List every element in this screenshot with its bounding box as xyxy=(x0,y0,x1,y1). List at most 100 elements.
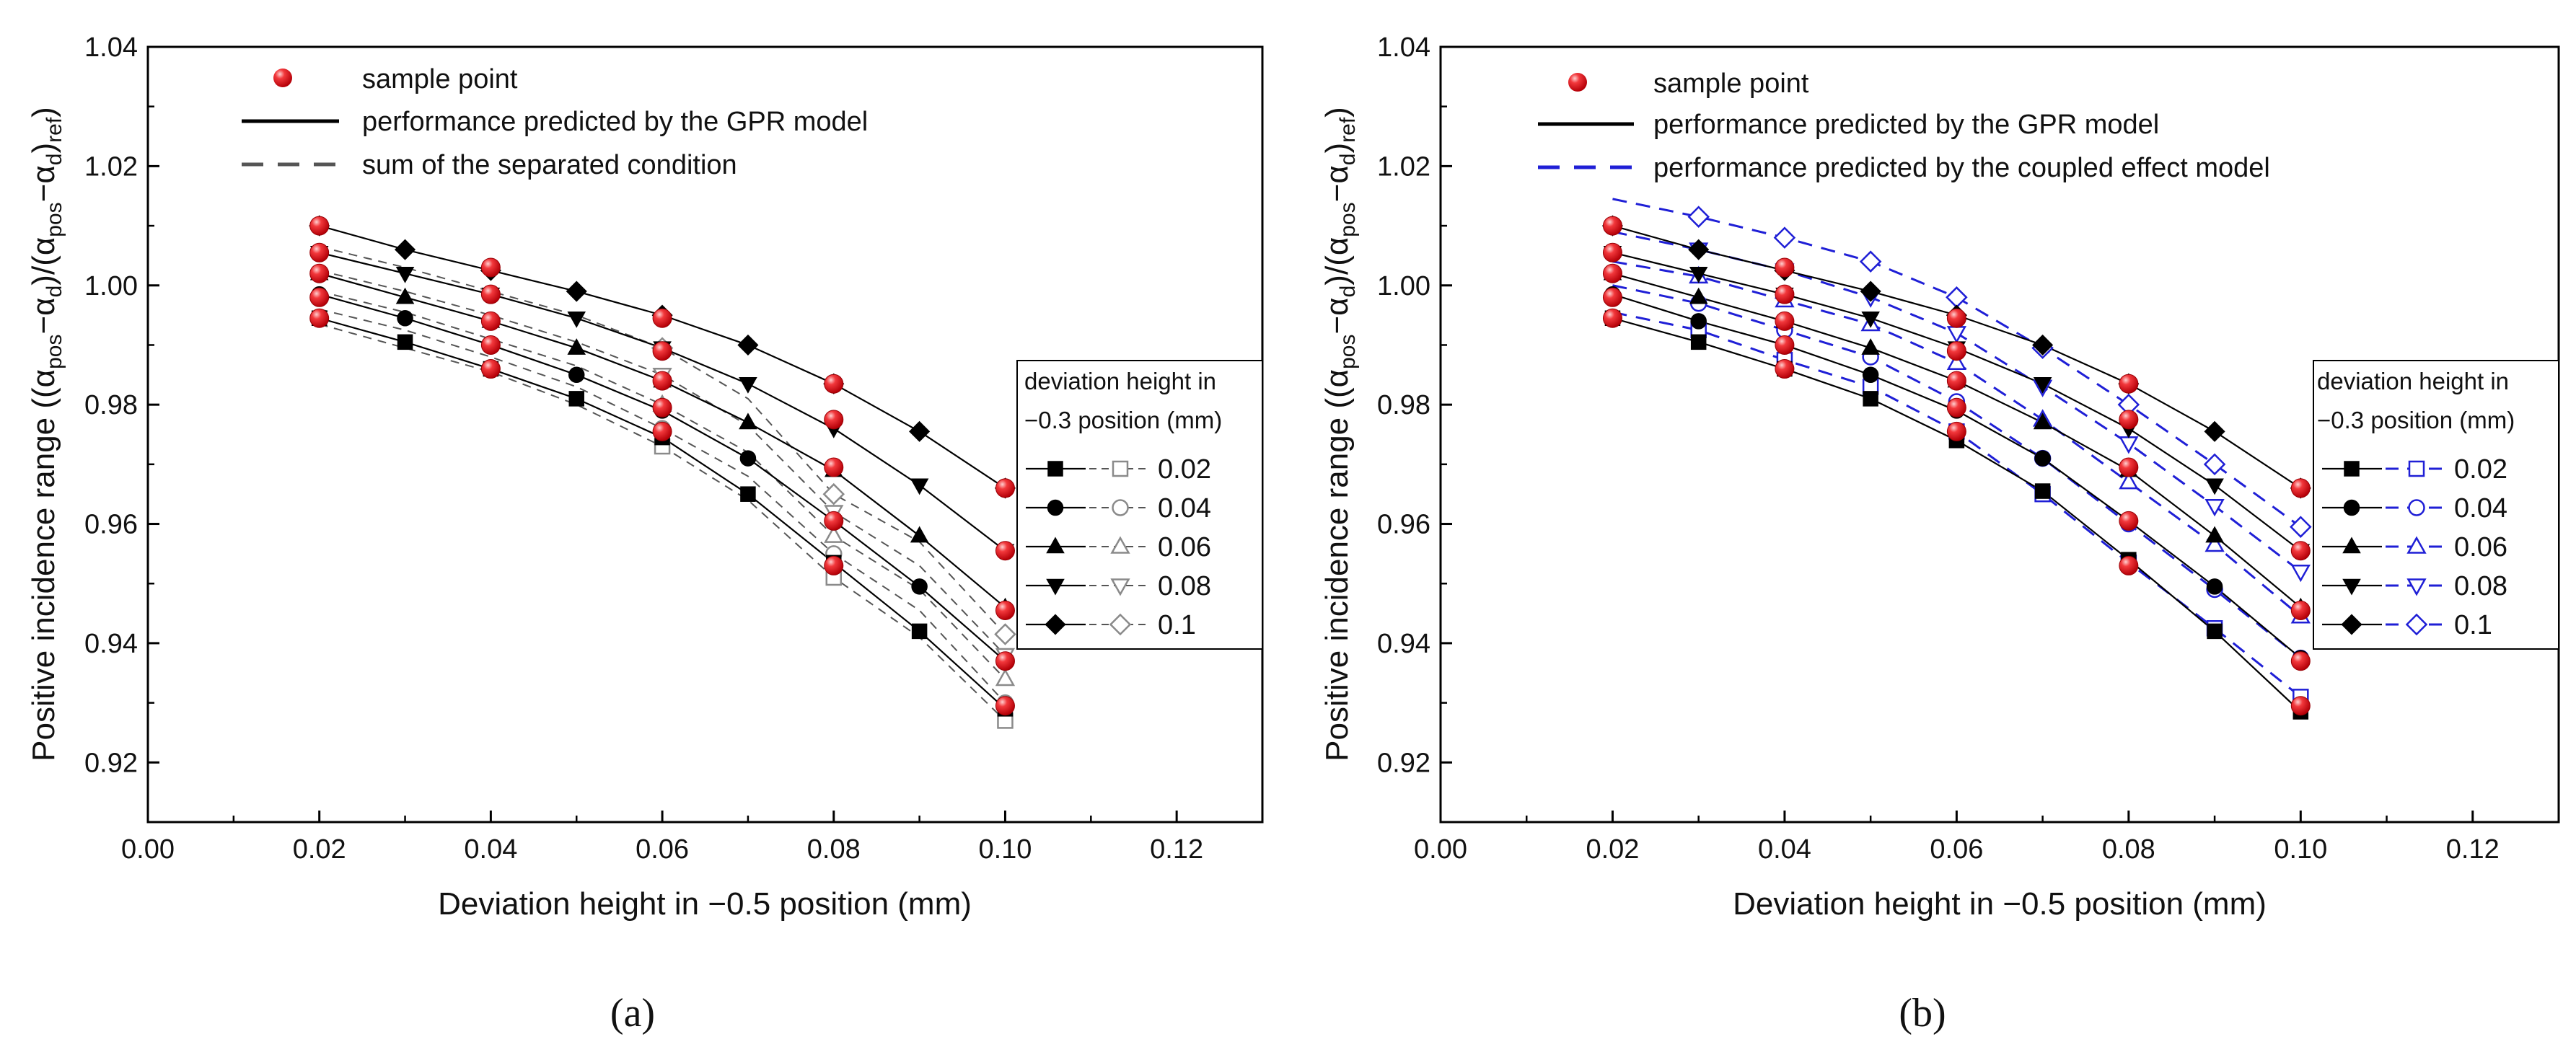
sample-point xyxy=(652,308,672,328)
data-point-gpr-0.1 xyxy=(2032,334,2054,356)
x-tick-label: 0.08 xyxy=(807,834,861,865)
data-point-gpr-0.02 xyxy=(2207,623,2223,640)
data-point-gpr-0.06 xyxy=(2033,412,2052,430)
sample-point xyxy=(995,696,1015,716)
legend-gpr-marker-0.06 xyxy=(1046,537,1065,554)
x-tick-label: 0.06 xyxy=(1930,834,1983,865)
sample-point xyxy=(824,374,844,394)
legend-title-line1: deviation height in xyxy=(1024,368,1216,394)
data-point-coupled-0.1 xyxy=(1773,226,1796,249)
sample-point xyxy=(1946,397,1966,418)
legend-sample-point-marker xyxy=(1568,73,1587,92)
sample-point xyxy=(824,555,844,575)
legend-gpr-marker-0.06 xyxy=(2342,537,2361,554)
y-tick-label: 1.04 xyxy=(84,32,138,63)
data-point-gpr-0.06 xyxy=(395,287,415,304)
data-point-gpr-0.02 xyxy=(1690,334,1707,350)
sample-point xyxy=(309,308,330,328)
sample-point xyxy=(2290,541,2311,561)
legend-item-label: 0.1 xyxy=(2454,610,2492,640)
data-point-coupled-0.08 xyxy=(2119,436,2139,454)
sample-point xyxy=(480,359,501,379)
data-point-coupled-0.1 xyxy=(2290,516,2312,538)
sample-point xyxy=(1775,284,1795,304)
y-tick-label: 0.92 xyxy=(84,748,138,778)
data-point-gpr-0.04 xyxy=(911,578,928,595)
data-point-coupled-0.08 xyxy=(2290,564,2311,583)
data-point-coupled-0.06 xyxy=(2204,534,2225,552)
sample-point xyxy=(480,257,501,278)
sample-point xyxy=(1602,287,1622,307)
legend-items: 0.02 0.04 0.06 0.08 0.1 xyxy=(2322,454,2507,640)
data-point-coupled-0.06 xyxy=(1946,352,1967,371)
sample-point xyxy=(652,371,672,391)
sample-point xyxy=(2119,457,2139,477)
sample-point xyxy=(2290,696,2311,716)
x-axis-label: Deviation height in −0.5 position (mm) xyxy=(1733,886,2267,922)
data-point-gpr-0.02 xyxy=(397,334,413,350)
sample-point xyxy=(2119,410,2139,430)
legend-item-label: 0.02 xyxy=(1158,454,1211,485)
legend-item-label: 0.04 xyxy=(2454,493,2507,524)
data-point-gpr-0.1 xyxy=(1860,281,1881,302)
data-point-gpr-0.06 xyxy=(1689,287,1708,304)
y-tick-label: 1.00 xyxy=(84,271,138,301)
data-point-coupled-0.1 xyxy=(1859,250,1882,273)
legend-gpr-label: performance predicted by the GPR model xyxy=(1653,110,2159,140)
y-tick-label: 0.98 xyxy=(1377,390,1430,420)
sample-point xyxy=(309,287,330,307)
data-point-gpr-0.02 xyxy=(911,623,928,640)
legend-sum-label: sum of the separated condition xyxy=(362,150,737,180)
legend-coupled-marker-0.1 xyxy=(2405,613,2428,636)
legend-sample-point-label: sample point xyxy=(1653,69,1809,99)
sample-point xyxy=(824,457,844,477)
data-point-gpr-0.04 xyxy=(739,450,757,467)
legend-gpr-marker-0.04 xyxy=(2343,499,2360,516)
series-layer xyxy=(1601,198,2312,720)
sample-point xyxy=(1602,242,1622,262)
y-tick-label: 0.96 xyxy=(84,510,138,540)
legend-item-label: 0.06 xyxy=(2454,532,2507,562)
data-point-gpr-0.1 xyxy=(566,281,587,302)
data-point-gpr-0.08 xyxy=(1689,266,1708,283)
sample-point xyxy=(480,311,501,331)
sample-point xyxy=(1775,257,1795,278)
data-point-gpr-0.06 xyxy=(1861,338,1880,355)
data-point-coupled-0.1 xyxy=(1687,206,1710,228)
sample-point xyxy=(1775,311,1795,331)
data-point-gpr-0.02 xyxy=(1863,391,1878,407)
sample-point xyxy=(652,341,672,361)
sample-point xyxy=(1602,263,1622,283)
data-point-gpr-0.02 xyxy=(568,391,584,407)
data-point-gpr-0.04 xyxy=(1690,313,1707,330)
legend-item-label: 0.08 xyxy=(1158,571,1211,601)
sample-point xyxy=(1946,308,1966,328)
data-point-gpr-0.06 xyxy=(567,338,586,355)
legend-item-label: 0.1 xyxy=(1158,610,1196,640)
data-point-sum-0.06 xyxy=(995,668,1016,687)
legend-sum-marker-0.02 xyxy=(1112,460,1129,477)
legend-sample-point-label: sample point xyxy=(362,64,518,94)
x-tick-label: 0.00 xyxy=(121,834,175,865)
sample-point xyxy=(2119,374,2139,394)
sample-point xyxy=(1602,308,1622,328)
data-point-gpr-0.06 xyxy=(910,526,929,543)
data-point-gpr-0.08 xyxy=(2033,376,2052,394)
y-tick-label: 1.02 xyxy=(1377,151,1430,182)
legend-item-label: 0.06 xyxy=(1158,532,1211,562)
legend-coupled-marker-0.08 xyxy=(2406,578,2427,596)
panel-label-b: (b) xyxy=(1899,991,1946,1036)
x-axis-label: Deviation height in −0.5 position (mm) xyxy=(438,886,972,922)
data-point-gpr-0.06 xyxy=(739,412,757,430)
sample-point xyxy=(2290,600,2311,620)
y-tick-label: 0.92 xyxy=(1377,748,1430,778)
sample-points-layer xyxy=(1602,216,2311,716)
legend-gpr-marker-0.1 xyxy=(1045,614,1066,635)
legend-item-label: 0.02 xyxy=(2454,454,2507,485)
y-tick-label: 1.00 xyxy=(1377,271,1430,301)
legend-item-label: 0.04 xyxy=(1158,493,1211,524)
x-tick-label: 0.04 xyxy=(1758,834,1811,865)
data-point-sum-0.1 xyxy=(994,623,1016,645)
data-point-gpr-0.1 xyxy=(1688,239,1710,260)
